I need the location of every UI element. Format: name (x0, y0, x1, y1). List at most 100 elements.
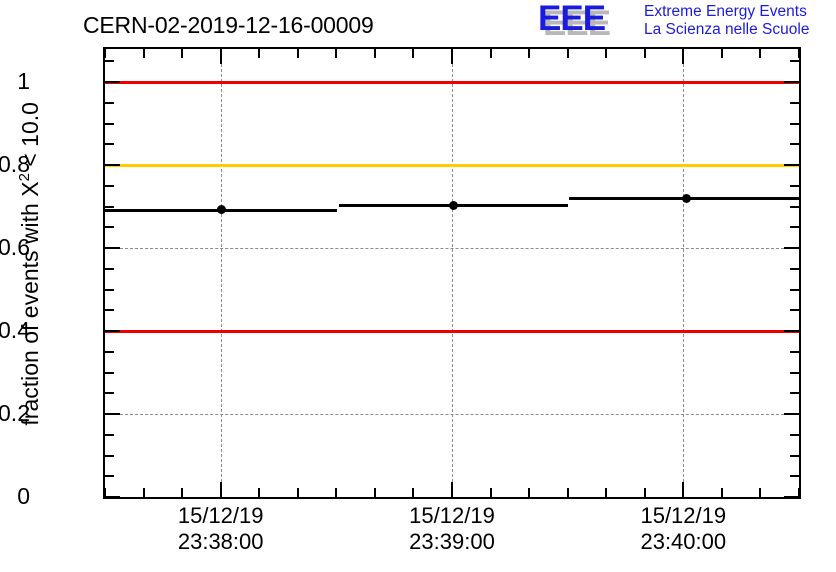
x-axis-tick (759, 49, 762, 58)
x-axis-tick-time: 23:40:00 (640, 529, 727, 554)
y-axis-tick (790, 226, 799, 229)
y-axis-tick (784, 247, 799, 250)
x-axis-tick (335, 49, 338, 58)
y-axis-tick (790, 205, 799, 208)
x-axis-tick-time: 23:38:00 (177, 529, 264, 554)
eee-logo-mark: EEE (538, 0, 606, 38)
page-title: CERN-02-2019-12-16-00009 (83, 12, 374, 38)
y-axis-tick (790, 350, 799, 353)
y-axis-tick (105, 143, 114, 146)
x-axis-tick (104, 488, 106, 497)
x-axis-tick (142, 488, 145, 497)
y-axis-tick (105, 205, 114, 208)
y-axis-tick (105, 122, 114, 125)
y-axis-tick-label: 0.8 (0, 151, 30, 178)
y-axis-tick (105, 247, 120, 250)
reference-line-upper-limit (105, 81, 799, 85)
y-axis-tick (105, 101, 114, 104)
x-axis-tick-label: 15/12/19 23:39:00 (367, 503, 537, 555)
reference-line-upper-warning (105, 164, 799, 168)
eee-logo-text: Extreme Energy Events La Scienza nelle S… (644, 3, 809, 39)
y-axis-tick (105, 184, 114, 187)
y-axis-tick (105, 454, 114, 457)
y-axis-tick (790, 392, 799, 395)
y-axis-tick (790, 184, 799, 187)
x-axis-tick (104, 49, 106, 58)
gridline-vertical (452, 49, 453, 497)
gridline-vertical (220, 49, 222, 497)
x-axis-tick (451, 49, 453, 64)
y-axis-tick (105, 267, 114, 270)
x-axis-tick (798, 49, 800, 58)
y-axis-tick (105, 226, 114, 229)
x-axis-tick-time: 23:39:00 (409, 529, 495, 554)
data-point-marker[interactable] (682, 193, 692, 203)
x-axis-tick (373, 488, 376, 497)
x-axis-tick (181, 49, 184, 58)
y-axis-tick (105, 392, 114, 395)
y-axis-tick (790, 433, 799, 436)
y-axis-tick (105, 164, 120, 167)
x-axis-tick (296, 488, 299, 497)
x-axis-tick (566, 49, 569, 58)
x-axis-tick (181, 488, 184, 497)
y-axis-tick (105, 496, 120, 498)
y-axis-tick (784, 81, 799, 84)
x-axis-tick (335, 488, 338, 497)
y-axis-tick-label: 0.2 (0, 400, 30, 427)
x-axis-tick (759, 488, 762, 497)
y-axis-tick (790, 143, 799, 146)
y-axis-tick (105, 60, 114, 63)
y-axis-tick (105, 413, 120, 416)
y-axis-tick (790, 60, 799, 63)
x-axis-tick (528, 488, 531, 497)
x-axis-tick (489, 49, 492, 58)
y-axis-tick (790, 267, 799, 270)
gridline-vertical (683, 49, 685, 497)
x-axis-tick-date: 15/12/19 (640, 503, 727, 528)
y-axis-tick (105, 350, 114, 353)
y-axis-tick (105, 475, 114, 478)
x-axis-tick (720, 49, 723, 58)
y-axis-tick (784, 330, 799, 333)
y-axis-tick (790, 371, 799, 374)
y-axis-tick-label: 1 (17, 68, 30, 95)
x-axis-tick (528, 49, 531, 58)
eee-logo: EEE EEE Extreme Energy Events La Scienza… (538, 0, 834, 42)
y-axis-tick (105, 309, 114, 312)
x-axis-tick (373, 49, 376, 58)
x-axis-tick (566, 488, 569, 497)
x-axis-tick-date: 15/12/19 (177, 503, 264, 528)
x-axis-tick (720, 488, 723, 497)
y-axis-tick (784, 496, 799, 498)
y-axis-tick (105, 288, 114, 291)
x-axis-tick (412, 49, 415, 58)
y-axis-tick (105, 81, 120, 84)
eee-logo-line1: Extreme Energy Events (644, 3, 807, 20)
y-axis-tick (790, 309, 799, 312)
gridline-horizontal (105, 414, 799, 416)
x-axis-tick (258, 488, 261, 497)
plot-area[interactable] (103, 47, 801, 499)
y-axis-tick (105, 330, 120, 333)
x-axis-tick (605, 488, 608, 497)
x-axis-tick (258, 49, 261, 58)
x-axis-tick (643, 488, 646, 497)
x-axis-tick (682, 482, 685, 497)
x-axis-tick (412, 488, 415, 497)
data-point-marker[interactable] (448, 200, 458, 210)
data-point-marker[interactable] (217, 205, 227, 215)
eee-logo-line2: La Scienza nelle Scuole (644, 21, 810, 38)
x-axis-tick (219, 482, 222, 497)
x-axis-tick (142, 49, 145, 58)
x-axis-tick-label: 15/12/19 23:40:00 (598, 503, 768, 555)
y-axis-label-pre: fraction of events with X (16, 181, 43, 426)
y-axis-tick-label: 0.4 (0, 317, 30, 344)
x-axis-tick (489, 488, 492, 497)
y-axis-tick (784, 413, 799, 416)
y-axis-tick (105, 371, 114, 374)
y-axis-tick (790, 101, 799, 104)
y-axis-label: fraction of events with X2 < 10.0 (16, 29, 44, 499)
y-axis-tick (784, 164, 799, 167)
